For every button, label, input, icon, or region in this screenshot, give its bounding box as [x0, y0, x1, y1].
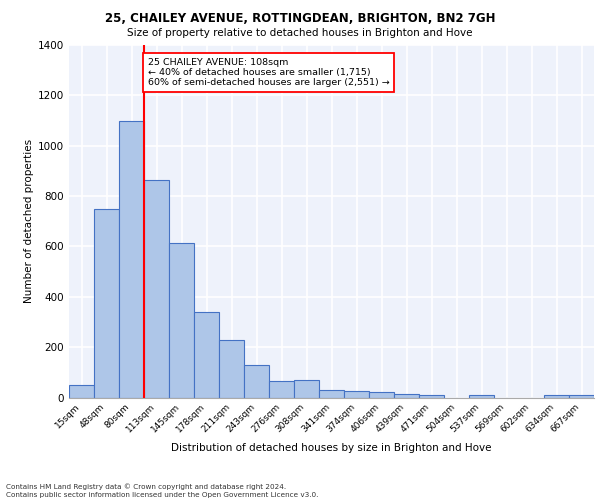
Bar	[119, 120, 144, 398]
Bar	[319, 390, 344, 398]
Bar	[269, 381, 294, 398]
Bar	[194, 312, 219, 398]
Text: 25, CHAILEY AVENUE, ROTTINGDEAN, BRIGHTON, BN2 7GH: 25, CHAILEY AVENUE, ROTTINGDEAN, BRIGHTO…	[105, 12, 495, 26]
Bar	[469, 395, 494, 398]
Bar	[219, 340, 244, 398]
Bar	[169, 242, 194, 398]
Bar	[94, 208, 119, 398]
Bar	[244, 365, 269, 398]
Bar	[344, 391, 369, 398]
Bar	[69, 386, 94, 398]
Bar	[369, 392, 394, 398]
Bar	[419, 395, 444, 398]
Bar	[144, 180, 169, 398]
Bar	[569, 395, 594, 398]
Text: Contains HM Land Registry data © Crown copyright and database right 2024.
Contai: Contains HM Land Registry data © Crown c…	[6, 484, 319, 498]
Bar	[544, 395, 569, 398]
Text: Size of property relative to detached houses in Brighton and Hove: Size of property relative to detached ho…	[127, 28, 473, 38]
Text: 25 CHAILEY AVENUE: 108sqm
← 40% of detached houses are smaller (1,715)
60% of se: 25 CHAILEY AVENUE: 108sqm ← 40% of detac…	[148, 58, 389, 88]
Bar	[394, 394, 419, 398]
Bar	[294, 380, 319, 398]
X-axis label: Distribution of detached houses by size in Brighton and Hove: Distribution of detached houses by size …	[171, 443, 492, 453]
Y-axis label: Number of detached properties: Number of detached properties	[24, 139, 34, 304]
